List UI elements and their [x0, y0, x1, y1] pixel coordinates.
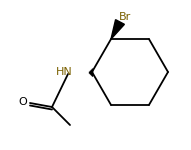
- Polygon shape: [111, 20, 124, 39]
- Text: HN: HN: [56, 67, 73, 77]
- Text: O: O: [18, 97, 27, 107]
- Text: Br: Br: [119, 12, 131, 22]
